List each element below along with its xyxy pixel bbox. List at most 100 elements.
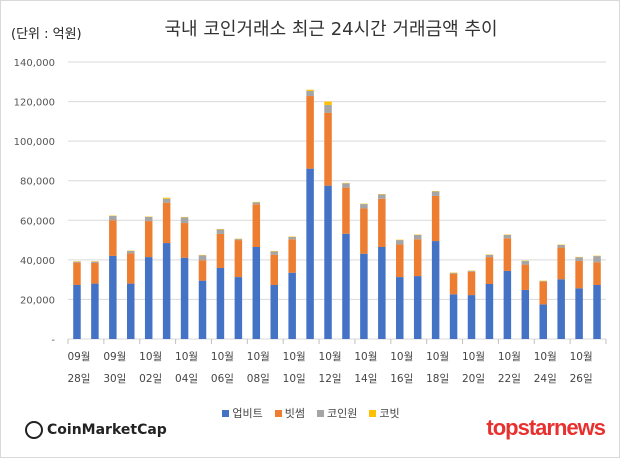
bar-segment-업비트 <box>216 267 225 339</box>
x-tick-label-day: 28일 <box>67 372 90 385</box>
bar-segment-빗썸 <box>593 262 601 285</box>
bar-segment-코인원 <box>162 198 171 203</box>
x-tick-label-month: 10월 <box>175 351 198 363</box>
bar-segment-빗썸 <box>109 220 117 256</box>
bar-segment-업비트 <box>413 276 422 339</box>
legend-item: 코빗 <box>369 407 400 420</box>
bar-segment-빗썸 <box>575 261 583 289</box>
bar-segment-코인원 <box>593 256 601 263</box>
bar-segment-빗썸 <box>360 208 368 254</box>
bar-segment-빗썸 <box>449 273 458 295</box>
bar-segment-업비트 <box>109 255 117 339</box>
coinmarketcap-logo-text: CoinMarketCap <box>47 422 167 438</box>
legend-swatch <box>317 410 324 417</box>
x-tick-label-day: 10일 <box>283 372 306 385</box>
chart-title: 국내 코인거래소 최근 24시간 거래금액 추이 <box>164 19 498 40</box>
bar-segment-코인원 <box>109 215 117 221</box>
bar-segment-코인원 <box>575 257 583 262</box>
bar-segment-업비트 <box>485 283 494 339</box>
bar-segment-빗썸 <box>413 239 422 277</box>
x-tick-label-month: 10월 <box>390 351 413 363</box>
bar-segment-빗썸 <box>485 257 494 284</box>
bar-segment-코인원 <box>288 236 296 240</box>
bar-segment-업비트 <box>557 279 565 339</box>
x-tick-label-day: 18일 <box>426 372 449 385</box>
x-tick-label-month: 09월 <box>103 351 126 363</box>
bar-segment-빗썸 <box>73 262 81 285</box>
x-tick-label-day: 24일 <box>534 372 557 385</box>
bar-segment-빗썸 <box>270 254 278 285</box>
x-tick-label-day: 30일 <box>103 372 126 385</box>
bar-segment-업비트 <box>127 283 135 339</box>
bar-segment-코인원 <box>503 234 512 239</box>
bar-segment-업비트 <box>91 283 99 339</box>
coinmarketcap-logo: CoinMarketCap <box>25 421 167 439</box>
bar-segment-코인원 <box>180 217 189 224</box>
y-tick-label: 20,000 <box>20 295 55 306</box>
bar-segment-업비트 <box>342 233 350 339</box>
bar-segment-업비트 <box>503 270 512 339</box>
bar-segment-코인원 <box>378 194 386 199</box>
x-tick-label-day: 12일 <box>319 372 342 385</box>
x-tick-label-month: 10월 <box>319 351 342 363</box>
bar-segment-코빗 <box>306 89 314 91</box>
bar-segment-빗썸 <box>396 244 404 278</box>
bar-segment-업비트 <box>270 284 278 339</box>
bar-segment-업비트 <box>467 295 476 339</box>
x-tick-label-day: 06일 <box>211 372 234 385</box>
bar-segment-빗썸 <box>467 271 476 296</box>
x-tick-label-month: 10월 <box>247 351 270 363</box>
x-tick-label-day: 22일 <box>498 372 521 385</box>
x-tick-label-month: 10월 <box>426 351 449 363</box>
coinmarketcap-logo-icon <box>25 421 43 439</box>
bar-segment-빗썸 <box>144 221 153 258</box>
bar-segment-업비트 <box>162 243 171 339</box>
bar-segment-코인원 <box>91 261 99 264</box>
bar-segment-빗썸 <box>306 96 314 169</box>
bar-segment-업비트 <box>449 294 458 339</box>
bar-segment-빗썸 <box>342 187 350 234</box>
bar-segment-코인원 <box>413 234 422 240</box>
bar-segment-코인원 <box>216 229 225 234</box>
bar-segment-코인원 <box>144 216 153 222</box>
bar-segment-빗썸 <box>503 238 512 271</box>
bar-segment-코인원 <box>234 239 243 241</box>
x-tick-label-day: 14일 <box>354 372 377 385</box>
bar-segment-업비트 <box>234 277 243 339</box>
y-tick-label: 120,000 <box>14 98 55 109</box>
bar-segment-빗썸 <box>127 253 135 284</box>
bar-segment-코인원 <box>198 255 207 261</box>
bar-segment-코인원 <box>324 104 332 113</box>
bar-segment-빗썸 <box>557 247 565 280</box>
y-tick-label: 100,000 <box>14 137 55 148</box>
bar-segment-코인원 <box>73 261 81 263</box>
bar-segment-업비트 <box>180 257 189 339</box>
bar-segment-업비트 <box>324 185 332 339</box>
unit-label: (단위 : 억원) <box>11 27 82 42</box>
bar-segment-빗썸 <box>431 195 440 242</box>
bar-segment-업비트 <box>144 257 153 339</box>
x-tick-label-day: 04일 <box>175 372 198 385</box>
bar-segment-코인원 <box>252 202 261 205</box>
y-tick-label: 60,000 <box>20 216 55 227</box>
legend-item: 업비트 <box>222 407 263 420</box>
bar-segment-업비트 <box>360 253 368 339</box>
bar-segment-코인원 <box>306 90 314 97</box>
bar-segment-코인원 <box>127 250 135 254</box>
x-tick-label-month: 10월 <box>534 351 557 363</box>
topstarnews-logo: topstarnews <box>486 415 606 440</box>
bar-segment-업비트 <box>306 168 314 339</box>
bar-segment-빗썸 <box>324 112 332 186</box>
bar-segment-업비트 <box>431 241 440 339</box>
x-tick-label-day: 26일 <box>570 372 593 385</box>
legend-swatch <box>274 410 282 417</box>
y-tick-label: 140,000 <box>14 58 55 69</box>
bar-segment-빗썸 <box>521 264 530 290</box>
bar-segment-코인원 <box>485 254 494 258</box>
bar-segment-빗썸 <box>539 281 547 305</box>
bar-segment-코인원 <box>539 281 547 282</box>
legend-label: 코인원 <box>327 407 358 420</box>
bar-segment-업비트 <box>521 289 530 339</box>
bar-segment-업비트 <box>198 280 207 339</box>
